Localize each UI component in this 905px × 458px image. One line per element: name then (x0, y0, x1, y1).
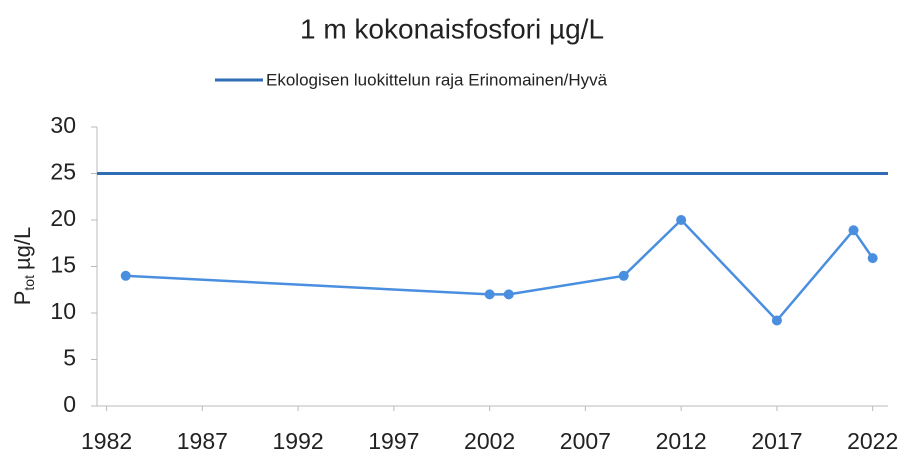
y-label-sub: tot (21, 275, 37, 291)
data-point (484, 289, 495, 300)
legend-label: Ekologisen luokittelun raja Erinomainen/… (266, 70, 608, 89)
y-tick-label: 20 (50, 205, 76, 231)
data-point (120, 270, 131, 281)
x-tick-label: 1982 (81, 428, 132, 454)
chart-title: 1 m kokonaisfosfori µg/L (300, 13, 604, 44)
y-tick-label: 25 (50, 159, 76, 185)
y-axis-label: Ptot µg/L (10, 227, 37, 306)
y-tick-label: 15 (50, 252, 76, 278)
y-tick-label: 5 (63, 345, 76, 371)
x-tick-label: 1987 (177, 428, 228, 454)
data-point (867, 253, 878, 264)
x-tick-label: 2022 (847, 428, 898, 454)
x-tick-label: 1997 (368, 428, 419, 454)
x-tick-label: 2017 (751, 428, 802, 454)
y-tick-label: 30 (50, 112, 76, 138)
data-point (618, 270, 629, 281)
data-point (771, 315, 782, 326)
data-point (676, 215, 687, 225)
y-tick-label: 0 (63, 391, 76, 417)
series-line (125, 218, 874, 323)
data-point (848, 225, 859, 236)
y-label-unit: µg/L (10, 227, 35, 270)
x-tick-label: 2007 (560, 428, 611, 454)
x-tick-label: 2002 (464, 428, 515, 454)
y-tick-label: 10 (50, 298, 76, 324)
x-tick-label: 2012 (656, 428, 707, 454)
data-point (503, 289, 514, 300)
y-label-main: P (10, 291, 35, 306)
x-tick-label: 1992 (273, 428, 324, 454)
